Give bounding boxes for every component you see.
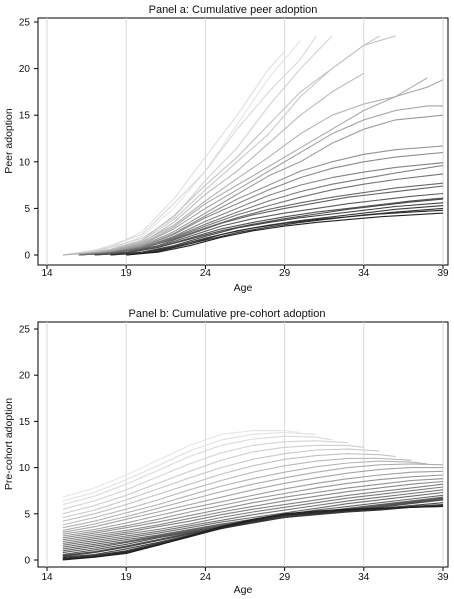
panel-b-series-line <box>62 435 333 506</box>
panel-a-series-line <box>94 198 444 256</box>
panel-a-series-line <box>94 192 444 256</box>
panel-a-grid <box>46 18 444 265</box>
panel-b-series-line <box>62 444 364 515</box>
panel-a-series-line <box>78 164 444 256</box>
panel-a-series-line <box>78 40 301 256</box>
panel-b-ytick-label: 20 <box>19 371 31 382</box>
panel-a-ytick-label: 25 <box>19 18 31 29</box>
panel-b-series-line <box>62 504 444 560</box>
panel-b-xtick-label: 34 <box>358 572 370 583</box>
panel-a-series-line <box>78 77 428 256</box>
panel-b-grid <box>46 322 444 567</box>
panel-a-series-line <box>62 51 286 256</box>
panel-a-xtick-label: 14 <box>41 268 53 279</box>
panel-b-ytick-label: 5 <box>24 509 30 520</box>
panel-a-series-line <box>126 209 444 256</box>
panel-b-series-line <box>62 504 444 559</box>
panel-a-ytick-label: 5 <box>24 204 30 215</box>
panel-b-series-line <box>62 430 301 498</box>
panel-b-series-line <box>62 463 444 531</box>
panel-a-plot-frame <box>37 17 449 266</box>
panel-b-series-line <box>62 457 412 526</box>
panel-b-y-axis-label: Pre-cohort adoption <box>3 398 15 490</box>
panel-b-series-line <box>62 491 444 548</box>
panel-a-series-line <box>126 212 444 256</box>
panel-a-title: Panel a: Cumulative peer adoption <box>149 4 318 16</box>
panel-b-series-line <box>62 467 443 533</box>
panel-b-series-line <box>62 470 444 535</box>
panel-b-series-line <box>62 483 444 543</box>
panel-b-series <box>62 430 444 561</box>
panel-a-x-axis-label: Age <box>234 282 253 294</box>
panel-b-series-line <box>62 489 444 546</box>
panel-a-xtick-label: 39 <box>437 268 449 279</box>
panel-b-series-line <box>62 478 444 539</box>
panel-b-plot-frame <box>37 321 449 568</box>
panel-a-series <box>62 35 444 256</box>
panel-a-series-line <box>78 105 443 256</box>
panel-a-xtick-label: 34 <box>358 268 370 279</box>
panel-a-series-line <box>62 79 444 256</box>
panel-b-xtick-label: 29 <box>279 572 291 583</box>
panel-b-series-line <box>62 440 349 510</box>
panel-a-ytick-label: 0 <box>24 251 30 262</box>
panel-b-series-line <box>62 431 317 502</box>
panel-a-series-line <box>78 35 396 256</box>
panel-a-xtick-label: 24 <box>200 268 212 279</box>
panel-b-series-line <box>62 480 444 541</box>
panel-a-xtick-label: 29 <box>279 268 291 279</box>
panel-b-series-line <box>62 453 396 522</box>
panel-a-series-line <box>110 202 444 256</box>
panel-a-ytick-label: 10 <box>19 157 31 168</box>
panel-b-x-axis-label: Age <box>234 584 253 596</box>
panel-b-ytick-label: 25 <box>19 325 31 336</box>
panel-a-series-line <box>94 185 444 256</box>
panel-b-ytick-label: 15 <box>19 417 31 428</box>
panel-b-y-ticks: 0 5 10 15 20 25 <box>19 325 31 567</box>
panel-b-title: Panel b: Cumulative pre-cohort adoption <box>129 308 326 320</box>
panel-a-xtick-label: 19 <box>121 268 133 279</box>
panel-b-x-ticks: 14 19 24 29 34 39 <box>41 572 449 583</box>
panel-a-series-line <box>78 114 444 256</box>
panel-a-series-line <box>78 151 444 256</box>
panel-b-series-line <box>62 505 444 561</box>
panel-b-ytick-label: 10 <box>19 463 31 474</box>
panel-a-series-line <box>78 182 444 256</box>
panel-b-xtick-label: 14 <box>41 572 53 583</box>
panel-a-y-ticks: 0 5 10 15 20 25 <box>19 18 31 262</box>
panel-a-series-line <box>78 35 317 256</box>
panel-a: Panel a: Cumulative peer adoption 0 5 10… <box>3 4 449 294</box>
panel-a-ytick-label: 15 <box>19 111 31 122</box>
panel-b-ytick-label: 0 <box>24 556 30 567</box>
panel-b-xtick-label: 24 <box>200 572 212 583</box>
panel-b-xtick-label: 19 <box>121 572 133 583</box>
panel-a-y-axis-label: Peer adoption <box>3 108 15 174</box>
panel-b: Panel b: Cumulative pre-cohort adoption … <box>3 308 449 596</box>
panel-b-xtick-label: 39 <box>437 572 449 583</box>
panel-a-x-ticks: 14 19 24 29 34 39 <box>41 268 449 279</box>
panel-b-series-line <box>62 448 380 519</box>
panel-b-series-line <box>62 460 428 529</box>
panel-a-ytick-label: 20 <box>19 64 31 75</box>
panel-b-series-line <box>62 486 444 544</box>
panel-a-series-line <box>78 35 333 256</box>
panel-b-series-line <box>62 474 444 537</box>
